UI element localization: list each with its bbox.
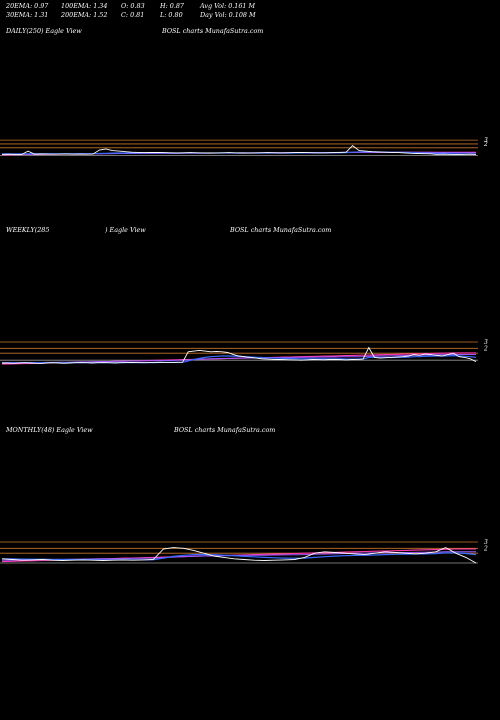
open-label: O: 0.83 xyxy=(121,2,145,10)
low-label: L: 0.80 xyxy=(160,11,183,19)
avg-vol-label: Avg Vol: 0.161 M xyxy=(200,2,256,10)
ema100-label: 100EMA: 1.34 xyxy=(61,2,108,10)
daily-panel-label: DAILY(250) Eagle View xyxy=(6,27,82,35)
monthly-watermark: BOSL charts MunafaSutra.com xyxy=(174,426,276,434)
daily-watermark: BOSL charts MunafaSutra.com xyxy=(162,27,264,35)
daily-tick-label-3: 3 xyxy=(484,137,488,144)
ema30-label: 30EMA: 1.31 xyxy=(6,11,49,19)
daily-tick-label-2: 2 xyxy=(483,141,488,148)
day-vol-label: Day Vol: 0.108 M xyxy=(200,11,256,19)
weekly-watermark: BOSL charts MunafaSutra.com xyxy=(230,226,332,234)
monthly-tick-label-3: 3 xyxy=(484,539,488,546)
weekly-tick-label-2: 2 xyxy=(483,345,488,352)
weekly-tick-label-3: 3 xyxy=(484,339,488,346)
weekly-panel-label-2: ) Eagle View xyxy=(105,226,146,234)
monthly-panel-label: MONTHLY(48) Eagle View xyxy=(6,426,93,434)
daily-price-line xyxy=(1,145,477,156)
ema20-label: 20EMA: 0.97 xyxy=(6,2,49,10)
monthly-tick-label-2: 2 xyxy=(483,545,488,552)
weekly-panel-label: WEEKLY(285 xyxy=(6,226,50,234)
ema200-label: 200EMA: 1.52 xyxy=(61,11,108,19)
close-label: C: 0.81 xyxy=(121,11,145,19)
weekly-ema-mid-line xyxy=(1,354,476,364)
high-label: H: 0.87 xyxy=(160,2,184,10)
weekly-price-line xyxy=(2,346,477,364)
monthly-price-line xyxy=(1,547,477,564)
